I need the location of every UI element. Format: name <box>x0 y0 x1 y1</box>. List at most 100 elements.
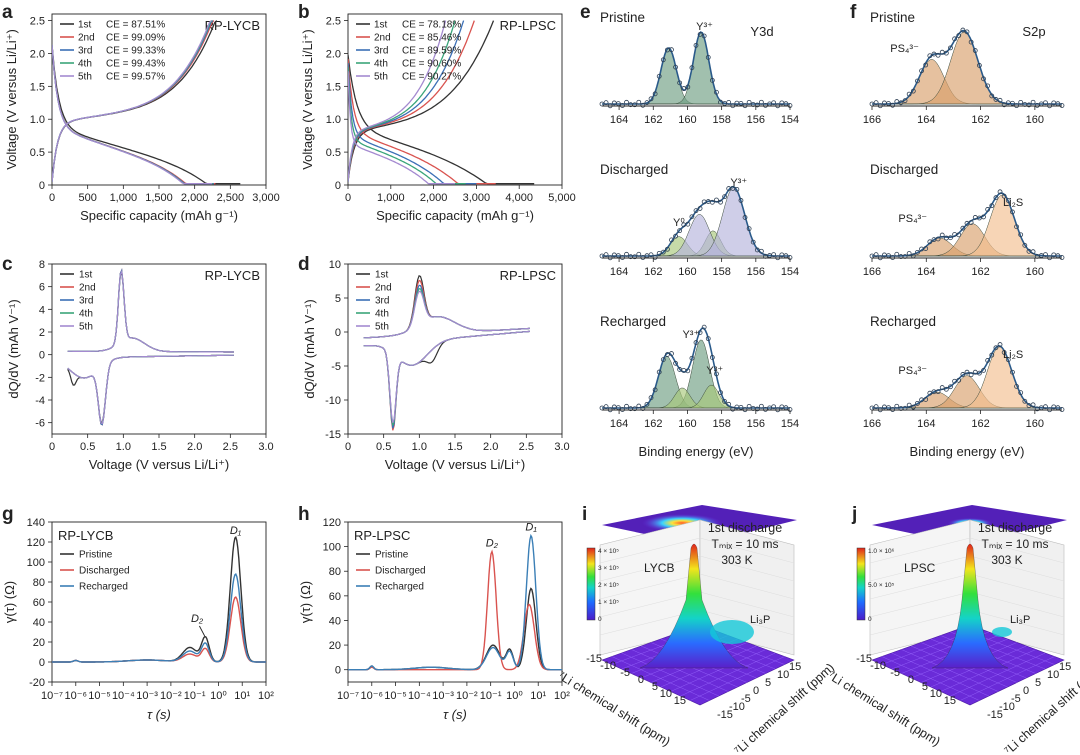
x-tick-label: 164 <box>917 418 935 430</box>
data-marker <box>640 406 646 411</box>
x-axis-label: τ (s) <box>443 707 467 722</box>
data-marker <box>1014 224 1019 230</box>
axis-tick-left: 15 <box>944 695 956 707</box>
data-marker <box>636 99 642 105</box>
data-marker <box>603 252 609 258</box>
data-marker <box>693 42 699 48</box>
data-marker <box>709 77 715 83</box>
x-tick-label: 10⁻³ <box>136 690 158 702</box>
data-marker <box>750 239 756 245</box>
colorbar-tick-label: 2 × 10⁵ <box>598 582 619 589</box>
x-tick-label: 0 <box>345 441 351 453</box>
y-tick-label: 4 <box>39 304 45 316</box>
data-marker <box>693 208 699 214</box>
y-tick-label: 1.0 <box>30 114 45 126</box>
y-tick-label: 0 <box>39 180 45 192</box>
y-tick-label: -15 <box>325 429 341 441</box>
legend-ce: CE = 87.51% <box>106 20 165 31</box>
data-marker <box>981 214 986 220</box>
data-marker <box>976 370 982 376</box>
x-tick-label: 10⁻⁵ <box>384 690 407 702</box>
x-tick-label: 162 <box>644 266 662 278</box>
fit-envelope <box>602 185 790 257</box>
data-marker <box>746 226 752 232</box>
x-tick-label: 10⁻⁷ <box>41 690 63 702</box>
wall-grid <box>869 591 971 618</box>
data-marker <box>689 355 695 361</box>
panel-e: Pristine 164 162 160 158 156 154 Y³⁺ Y3d Discharg… <box>599 10 799 459</box>
axis-tick-right: -10 <box>999 701 1015 713</box>
data-marker <box>669 47 674 53</box>
y-tick-label: -10 <box>325 395 341 407</box>
y-tick-label: 60 <box>33 597 45 609</box>
legend-label: 1st <box>374 20 388 31</box>
data-marker <box>981 368 986 373</box>
data-marker <box>754 102 760 108</box>
x-tick-label: 3.0 <box>554 441 569 453</box>
wall-grid <box>869 609 971 636</box>
data-marker <box>644 401 650 407</box>
data-marker <box>886 101 891 106</box>
temperature-label: 303 K <box>721 553 752 567</box>
axis-tick-left: 10 <box>930 688 942 700</box>
drt-curve-Pristine <box>348 587 562 671</box>
y-tick-label: 0.5 <box>326 147 341 159</box>
peak-label: Y⁰ <box>673 217 685 229</box>
y-tick-label: 8 <box>39 259 45 271</box>
data-marker <box>677 228 683 234</box>
legend-label: 5th <box>375 322 389 333</box>
surface-grid <box>940 649 1036 692</box>
x-tick-label: 10⁰ <box>210 690 227 702</box>
legend-label: 2nd <box>375 283 392 294</box>
y-axis-label: dQ/dV (mAh V⁻¹) <box>302 299 317 398</box>
x-tick-label: 5,000 <box>548 192 576 204</box>
data-marker <box>636 403 642 409</box>
data-marker <box>714 371 719 377</box>
data-marker <box>948 235 953 241</box>
axis-tick-left: -15 <box>856 653 872 665</box>
surface-li3p-peak <box>992 627 1012 637</box>
axis-tick-left: 5 <box>922 681 928 693</box>
peak-label: Y³⁺ <box>730 177 747 189</box>
colorbar-tick-label: 1.0 × 10⁶ <box>868 548 895 555</box>
data-marker <box>894 99 900 104</box>
charge-curve-1st <box>348 20 495 182</box>
data-marker <box>1034 406 1040 412</box>
y-tick-label: -2 <box>35 372 45 384</box>
panel-i: 4 × 10⁵ 3 × 10⁵ 2 × 10⁵ 1 × 10⁵ 0 1st dischar… <box>555 505 837 755</box>
axis-tick-left: -10 <box>600 660 616 672</box>
data-marker <box>722 398 728 404</box>
cathodic-curve-5th <box>363 330 530 423</box>
data-marker <box>981 76 986 82</box>
discharge-curve-1st <box>348 54 535 185</box>
colorbar-tick-label: 1 × 10⁵ <box>598 599 619 606</box>
y-tick-label: 2 <box>39 327 45 339</box>
legend-label: 3rd <box>79 296 93 307</box>
data-marker <box>985 207 991 212</box>
data-marker <box>902 254 908 259</box>
x-tick-label: 154 <box>781 266 799 278</box>
x-axis-label: Specific capacity (mAh g⁻¹) <box>80 208 238 223</box>
data-marker <box>1043 100 1048 106</box>
x-axis-label: Voltage (V versus Li/Li⁺) <box>89 457 230 472</box>
x-tick-label: 10⁻² <box>160 690 182 702</box>
cathodic-curve-2nd <box>67 354 234 426</box>
y-tick-label: 0 <box>39 350 45 362</box>
x-tick-label: 166 <box>863 114 881 126</box>
legend-label: Discharged <box>375 566 426 577</box>
data-marker <box>1005 198 1011 203</box>
legend-label: 2nd <box>79 283 96 294</box>
data-marker <box>660 249 666 255</box>
data-marker <box>771 404 777 410</box>
data-marker <box>673 233 678 239</box>
y-tick-label: 0 <box>39 657 45 669</box>
data-marker <box>726 401 732 407</box>
data-marker <box>718 99 723 105</box>
x-tick-label: 156 <box>747 266 765 278</box>
data-marker <box>873 404 879 410</box>
legend-label: 4th <box>375 309 389 320</box>
data-marker <box>1010 209 1015 215</box>
data-marker <box>906 402 912 408</box>
peak-annotation: D₂ <box>486 538 499 550</box>
x-tick-label: 10⁻² <box>456 690 478 702</box>
